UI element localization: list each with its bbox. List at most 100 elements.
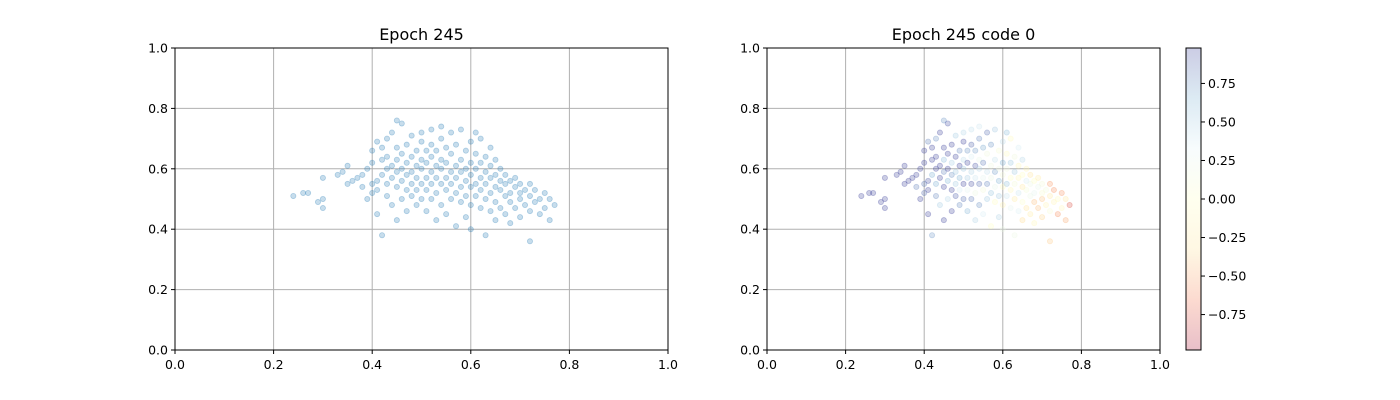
data-point xyxy=(344,180,351,187)
data-point xyxy=(472,129,479,136)
x-tick-label: 1.0 xyxy=(658,357,678,372)
data-point xyxy=(1054,195,1061,202)
data-point xyxy=(403,141,410,148)
data-point xyxy=(901,162,908,169)
data-point xyxy=(477,135,484,142)
y-tick-label: 1.0 xyxy=(740,41,760,56)
y-tick-label: 0.2 xyxy=(148,282,168,297)
data-point xyxy=(866,189,873,196)
data-point xyxy=(952,153,959,160)
data-point xyxy=(413,162,420,169)
data-point xyxy=(960,195,967,202)
data-point xyxy=(1058,189,1065,196)
axes-frame-right xyxy=(766,47,1161,351)
data-point xyxy=(522,202,529,209)
colorbar-tick-label: 0.25 xyxy=(1208,153,1236,168)
data-point xyxy=(1007,186,1014,193)
data-point xyxy=(433,174,440,181)
data-point xyxy=(398,120,405,127)
data-point xyxy=(976,156,983,163)
data-point xyxy=(1003,165,1010,172)
colorbar-tick-label: −0.50 xyxy=(1208,269,1246,284)
data-point xyxy=(960,138,967,145)
data-point xyxy=(964,186,971,193)
data-point xyxy=(497,205,504,212)
data-point xyxy=(492,171,499,178)
data-point xyxy=(453,162,460,169)
data-point xyxy=(901,180,908,187)
data-point xyxy=(300,189,307,196)
data-point xyxy=(1043,186,1050,193)
data-point xyxy=(1046,180,1053,187)
data-point xyxy=(526,208,533,215)
data-point xyxy=(462,165,469,172)
data-point xyxy=(940,144,947,151)
data-point xyxy=(492,217,499,224)
x-tick-label: 0.0 xyxy=(165,357,185,372)
data-point xyxy=(507,220,514,227)
x-tick-label: 0.2 xyxy=(264,357,284,372)
data-point xyxy=(999,183,1006,190)
data-point xyxy=(1019,217,1026,224)
x-tick-label: 0.8 xyxy=(559,357,579,372)
colorbar-tick-label: −0.25 xyxy=(1208,230,1246,245)
chart-title-left: Epoch 245 xyxy=(379,25,464,44)
data-point xyxy=(893,171,900,178)
colorbar-gradient xyxy=(1186,48,1201,350)
data-point xyxy=(443,186,450,193)
data-point xyxy=(1007,135,1014,142)
data-point xyxy=(858,192,865,199)
data-point xyxy=(980,211,987,218)
data-point xyxy=(1011,180,1018,187)
colorbar-tick-label: 0.00 xyxy=(1208,192,1236,207)
data-point xyxy=(968,168,975,175)
data-point xyxy=(423,208,430,215)
data-point xyxy=(980,144,987,151)
data-point xyxy=(936,174,943,181)
data-point xyxy=(929,232,936,239)
data-point xyxy=(359,171,366,178)
data-point xyxy=(991,126,998,133)
data-point xyxy=(932,180,939,187)
data-point xyxy=(383,153,390,160)
x-tick-label: 0.4 xyxy=(362,357,382,372)
data-point xyxy=(1007,159,1014,166)
scatter-plot-left: Epoch 245 0.0 0.2 0.4 0.6 0.8 1.0 0.0 0.2 0.4 0.6… xyxy=(148,25,678,372)
colorbar-tick-label: 0.50 xyxy=(1208,114,1236,129)
data-point xyxy=(968,153,975,160)
data-point xyxy=(541,205,548,212)
data-point xyxy=(1031,220,1038,227)
data-point xyxy=(467,202,474,209)
data-point xyxy=(995,177,1002,184)
data-point xyxy=(921,159,928,166)
data-point xyxy=(932,165,939,172)
colorbar-ticks: 0.75 0.50 0.25 0.00 −0.25 −0.50 −0.75 xyxy=(1201,76,1246,322)
data-point xyxy=(960,129,967,136)
data-point xyxy=(980,174,987,181)
y-tick-label: 0.4 xyxy=(148,222,168,237)
data-point xyxy=(290,192,297,199)
data-point xyxy=(877,199,884,206)
data-point xyxy=(507,199,514,206)
data-point xyxy=(374,211,381,218)
data-point xyxy=(379,156,386,163)
data-point xyxy=(383,192,390,199)
data-point xyxy=(413,202,420,209)
data-point xyxy=(393,217,400,224)
data-point xyxy=(418,156,425,163)
data-point xyxy=(991,156,998,163)
data-point xyxy=(423,147,430,154)
data-point xyxy=(1035,183,1042,190)
data-point xyxy=(457,183,464,190)
data-point xyxy=(1062,217,1069,224)
data-point xyxy=(497,186,504,193)
data-point xyxy=(897,168,904,175)
data-point xyxy=(423,159,430,166)
data-point xyxy=(1035,205,1042,212)
data-point xyxy=(388,162,395,169)
y-tick-label: 0.0 xyxy=(148,343,168,358)
data-point xyxy=(428,168,435,175)
data-point xyxy=(487,144,494,151)
data-point xyxy=(984,129,991,136)
data-point xyxy=(448,168,455,175)
